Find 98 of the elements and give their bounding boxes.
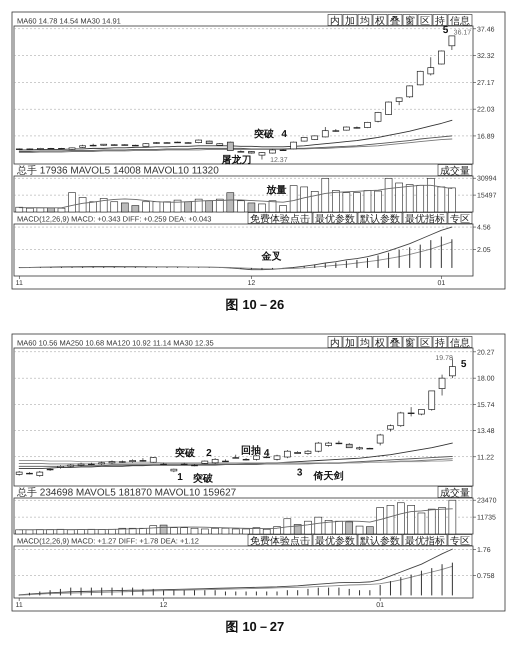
- annotation: 专区: [450, 213, 470, 225]
- bar: [205, 200, 214, 212]
- candlestick: [408, 406, 414, 417]
- bar: [120, 202, 129, 212]
- candlestick: [406, 85, 414, 98]
- annotation: 放量: [266, 184, 287, 196]
- annotation: 突破: [253, 128, 276, 140]
- annotation: 免费体验点击: [250, 535, 310, 547]
- annotation: 最优指标: [405, 213, 445, 225]
- line-series: [18, 120, 452, 150]
- candlestick: [416, 70, 424, 86]
- annotation: 5: [460, 359, 467, 370]
- annotation: 区: [420, 338, 430, 349]
- bar: [58, 208, 66, 212]
- annotation: 3: [296, 468, 303, 479]
- annotation: 倚天剑: [312, 470, 344, 482]
- annotation: 屠龙刀: [220, 154, 252, 166]
- bar: [132, 205, 140, 212]
- annotation: 加: [345, 15, 355, 27]
- bar: [170, 527, 178, 534]
- line-series: [18, 548, 453, 596]
- annotation: 信息: [450, 337, 470, 349]
- annotation: 免费体验点击: [250, 213, 310, 225]
- candlestick: [427, 56, 434, 76]
- annotation: 默认参数: [359, 535, 400, 547]
- annotation: 总手 234698 MAVOL5 181870 MAVOL10 159627: [16, 486, 237, 498]
- bar: [26, 208, 34, 212]
- bar: [180, 527, 188, 534]
- annotation: 总手 17936 MAVOL5 14008 MAVOL10 11320: [16, 164, 220, 176]
- annotation: 持: [435, 337, 445, 349]
- annotation: 最优参数: [315, 213, 355, 225]
- annotation: 金叉: [260, 250, 282, 262]
- annotation: 突破: [174, 446, 196, 459]
- bar: [100, 198, 108, 212]
- annotation: 均: [359, 15, 370, 27]
- bar: [110, 201, 118, 212]
- candlestick: [314, 442, 322, 453]
- candlestick: [428, 390, 436, 411]
- annotation: 4: [264, 448, 270, 459]
- bar: [226, 192, 234, 212]
- annotation: 成交量: [440, 165, 470, 177]
- annotation: 1: [177, 472, 184, 484]
- annotation: 窗: [405, 337, 415, 349]
- candlestick: [322, 126, 329, 138]
- bar: [232, 528, 240, 534]
- bar: [36, 208, 44, 212]
- annotation: 信息: [450, 15, 470, 27]
- bar: [237, 200, 245, 212]
- annotation: 内: [330, 337, 340, 349]
- annotation: 4: [281, 128, 288, 140]
- candlestick: [385, 101, 392, 116]
- annotation: 权: [374, 15, 385, 27]
- bar: [89, 201, 97, 212]
- candlestick: [376, 433, 384, 446]
- x-axis-title: 图 10－26: [226, 297, 284, 312]
- x-axis-title: 图 10－27: [226, 619, 284, 634]
- annotation: 窗: [405, 15, 415, 27]
- annotation: 区: [420, 16, 430, 27]
- bar: [26, 530, 34, 534]
- line-series: [18, 184, 452, 208]
- bar: [163, 201, 171, 212]
- bar: [194, 198, 202, 212]
- line-series: [18, 566, 453, 596]
- annotation: 成交量: [440, 487, 470, 499]
- annotation: 回抽: [241, 444, 262, 457]
- annotation: 最优指标: [405, 535, 445, 547]
- annotation: 2: [206, 448, 212, 459]
- annotation: 加: [345, 337, 355, 349]
- annotation: 默认参数: [359, 213, 400, 225]
- bar: [222, 528, 230, 534]
- bar: [142, 201, 150, 212]
- annotation: 5: [442, 25, 449, 36]
- annotation: 突破: [192, 472, 214, 484]
- bar: [152, 201, 160, 212]
- bar: [78, 197, 86, 212]
- annotation: 叠: [390, 338, 400, 349]
- bar: [174, 200, 182, 212]
- bar: [216, 198, 224, 212]
- annotation: 内: [330, 15, 340, 27]
- annotation: 专区: [450, 535, 470, 547]
- candlestick: [397, 411, 404, 428]
- annotation: 权: [374, 337, 385, 349]
- annotation: 叠: [390, 16, 400, 27]
- bar: [201, 528, 209, 534]
- candlestick: [438, 374, 446, 396]
- candlestick: [448, 35, 456, 50]
- bar: [68, 192, 76, 212]
- bar: [190, 528, 198, 534]
- bar: [66, 530, 75, 534]
- annotation: 均: [359, 337, 370, 349]
- bar: [15, 530, 23, 534]
- bar: [184, 201, 192, 212]
- bar: [211, 528, 219, 534]
- line-series: [18, 241, 452, 270]
- line-series: [18, 508, 453, 530]
- line-series: [18, 138, 452, 153]
- annotation: 持: [435, 15, 445, 27]
- annotation: 最优参数: [315, 535, 355, 547]
